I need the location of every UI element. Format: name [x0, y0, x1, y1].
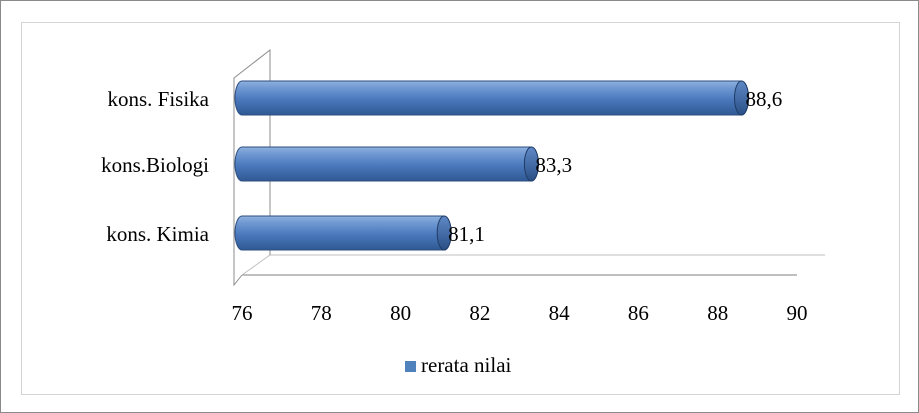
x-tick-label: 88 — [707, 301, 728, 325]
bar-body — [234, 146, 539, 182]
x-tick-label: 84 — [549, 301, 571, 325]
x-tick-label: 82 — [469, 301, 490, 325]
y-category-label: kons. Fisika — [107, 87, 209, 111]
y-category-label: kons.Biologi — [101, 153, 209, 177]
data-label: 81,1 — [448, 222, 485, 246]
x-tick-label: 76 — [232, 301, 253, 325]
bar — [234, 215, 452, 251]
x-tick-label: 86 — [628, 301, 649, 325]
bar-end-cap — [734, 80, 749, 116]
bar-body — [234, 80, 749, 116]
data-label: 88,6 — [746, 87, 783, 111]
legend-label: rerata nilai — [421, 353, 512, 377]
x-tick-label: 78 — [311, 301, 332, 325]
legend-swatch — [405, 361, 416, 372]
y-category-label: kons. Kimia — [106, 222, 209, 246]
bar — [234, 146, 539, 182]
x-tick-label: 90 — [787, 301, 808, 325]
bar-body — [234, 215, 452, 251]
side-wall — [233, 48, 271, 287]
x-tick-label: 80 — [390, 301, 411, 325]
data-label: 83,3 — [535, 153, 572, 177]
bar-end-cap — [523, 146, 539, 182]
floor-back-edge — [241, 254, 825, 276]
bar — [234, 80, 749, 116]
bar-end-cap — [436, 215, 452, 251]
